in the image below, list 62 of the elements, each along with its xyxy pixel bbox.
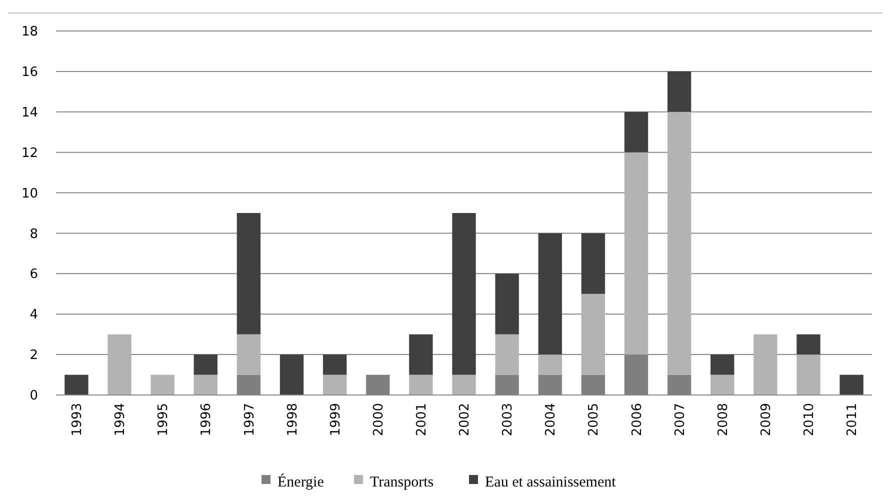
bar xyxy=(236,334,261,375)
y-tick-label: 0 xyxy=(30,388,38,404)
legend-label: Transports xyxy=(370,474,434,490)
bar xyxy=(150,374,174,395)
bar xyxy=(624,112,648,152)
x-tick-label: 2000 xyxy=(371,403,386,436)
y-tick-label: 12 xyxy=(21,146,38,161)
bar xyxy=(280,354,304,395)
bar xyxy=(452,374,476,395)
bar xyxy=(64,374,88,395)
x-tick-label: 1996 xyxy=(199,403,214,436)
bar xyxy=(495,274,519,334)
x-tick-label: 2008 xyxy=(716,403,731,436)
bar xyxy=(754,334,778,395)
legend-label: Eau et assainissement xyxy=(485,474,617,490)
x-tick-label: 1994 xyxy=(113,403,128,436)
y-tick-label: 18 xyxy=(21,24,38,40)
bar xyxy=(409,334,433,375)
bar xyxy=(624,152,648,355)
bar xyxy=(194,354,218,375)
bar xyxy=(409,374,433,395)
y-tick-label: 6 xyxy=(30,267,38,282)
bar xyxy=(236,213,261,334)
bar xyxy=(840,374,864,395)
y-tick-label: 2 xyxy=(30,348,38,364)
bar xyxy=(452,213,476,375)
bar xyxy=(796,334,820,355)
y-tick-label: 10 xyxy=(21,186,38,202)
bar xyxy=(581,233,606,294)
legend-label: Énergie xyxy=(278,473,324,490)
bar xyxy=(322,374,347,395)
bar xyxy=(194,374,218,395)
x-tick-label: 1998 xyxy=(285,403,300,436)
x-tick-label: 1997 xyxy=(242,403,258,436)
bar xyxy=(710,374,734,395)
x-tick-label: 1993 xyxy=(70,403,86,436)
x-tick-label: 2001 xyxy=(414,403,430,436)
bar xyxy=(581,294,606,375)
bar xyxy=(538,233,562,355)
bar xyxy=(667,112,692,375)
bar xyxy=(108,334,132,395)
x-tick-label: 2009 xyxy=(758,403,774,436)
x-tick-label: 2004 xyxy=(544,403,559,436)
y-tick-label: 14 xyxy=(21,105,38,120)
bar xyxy=(667,71,692,112)
bar xyxy=(710,354,734,375)
x-tick-label: 1999 xyxy=(328,403,344,436)
x-tick-label: 2006 xyxy=(630,403,645,436)
bar xyxy=(495,334,519,375)
y-tick-label: 8 xyxy=(30,226,38,242)
x-tick-label: 2007 xyxy=(672,403,688,436)
y-tick-label: 16 xyxy=(21,64,38,80)
x-tick-label: 1995 xyxy=(156,403,172,436)
y-tick-label: 4 xyxy=(30,308,38,323)
x-tick-label: 2005 xyxy=(586,403,602,436)
x-tick-label: 2002 xyxy=(458,403,473,436)
x-tick-label: 2003 xyxy=(500,403,516,436)
bar xyxy=(796,354,820,395)
bar xyxy=(322,354,347,375)
bar xyxy=(538,354,562,375)
x-tick-label: 2010 xyxy=(802,403,818,436)
x-tick-label: 2011 xyxy=(845,403,860,436)
